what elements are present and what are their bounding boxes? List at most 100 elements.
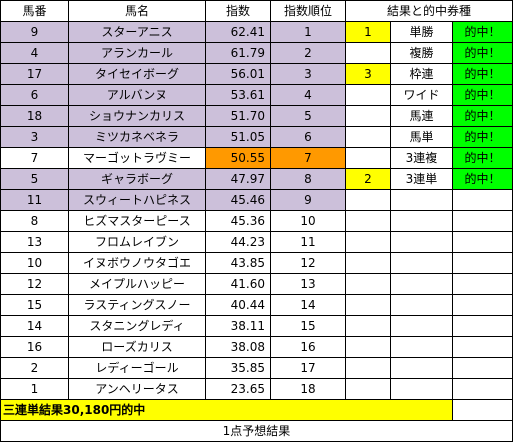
result-ticket-cell: 3連複 (390, 147, 453, 169)
result-hit-cell: 的中！ (452, 168, 513, 190)
result-place-cell (345, 231, 391, 253)
result-hit-cell (452, 357, 513, 379)
result-hit-cell (452, 210, 513, 232)
result-place-cell (345, 378, 391, 400)
index-cell: 35.85 (205, 357, 271, 379)
footer-label: 1点予想結果 (0, 420, 513, 442)
horse-name-cell: ギャラボーグ (68, 168, 206, 190)
result-hit-cell (452, 378, 513, 400)
result-place-cell (345, 126, 391, 148)
umaban-cell: 18 (0, 105, 69, 127)
horse-row: 3 ミツカネベネラ 51.05 6 馬単 的中！ (0, 126, 513, 148)
umaban-cell: 7 (0, 147, 69, 169)
horse-name-cell: スタニングレディ (68, 315, 206, 337)
umaban-cell: 1 (0, 378, 69, 400)
umaban-cell: 8 (0, 210, 69, 232)
umaban-cell: 3 (0, 126, 69, 148)
result-ticket-cell (390, 294, 453, 316)
result-ticket-cell: 単勝 (390, 21, 453, 43)
horse-row: 7 マーゴットラヴミー 50.55 7 3連複 的中！ (0, 147, 513, 169)
result-ticket-cell: 複勝 (390, 42, 453, 64)
result-ticket-cell (390, 252, 453, 274)
rank-cell: 15 (270, 315, 346, 337)
result-ticket-cell (390, 210, 453, 232)
result-hit-cell (452, 336, 513, 358)
horse-name-cell: タイセイボーグ (68, 63, 206, 85)
rank-cell: 5 (270, 105, 346, 127)
index-cell: 23.65 (205, 378, 271, 400)
index-cell: 40.44 (205, 294, 271, 316)
umaban-cell: 11 (0, 189, 69, 211)
rank-cell: 7 (270, 147, 346, 169)
rank-cell: 2 (270, 42, 346, 64)
payout-banner: 三連単結果30,180円的中 (0, 399, 453, 421)
result-place-cell: 2 (345, 168, 391, 190)
horse-name-cell: ショウナンカリス (68, 105, 206, 127)
umaban-cell: 4 (0, 42, 69, 64)
umaban-cell: 16 (0, 336, 69, 358)
horse-name-cell: ローズカリス (68, 336, 206, 358)
horse-name-cell: フロムレイブン (68, 231, 206, 253)
result-hit-cell: 的中！ (452, 42, 513, 64)
horse-row: 4 アランカール 61.79 2 複勝 的中！ (0, 42, 513, 64)
horse-row: 18 ショウナンカリス 51.70 5 馬連 的中！ (0, 105, 513, 127)
result-ticket-cell (390, 336, 453, 358)
result-ticket-cell (390, 231, 453, 253)
horse-name-cell: ラスティングスノー (68, 294, 206, 316)
result-hit-cell: 的中！ (452, 63, 513, 85)
umaban-cell: 14 (0, 315, 69, 337)
umaban-cell: 17 (0, 63, 69, 85)
horse-name-cell: レディーゴール (68, 357, 206, 379)
rank-cell: 4 (270, 84, 346, 106)
index-cell: 56.01 (205, 63, 271, 85)
rank-cell: 14 (270, 294, 346, 316)
horse-name-cell: スウィートハピネス (68, 189, 206, 211)
index-cell: 43.85 (205, 252, 271, 274)
rank-cell: 6 (270, 126, 346, 148)
index-cell: 50.55 (205, 147, 271, 169)
rank-cell: 13 (270, 273, 346, 295)
result-ticket-cell (390, 357, 453, 379)
result-place-cell (345, 42, 391, 64)
horse-name-cell: メイプルハッピー (68, 273, 206, 295)
horse-row: 2 レディーゴール 35.85 17 (0, 357, 513, 379)
index-cell: 62.41 (205, 21, 271, 43)
result-ticket-cell (390, 378, 453, 400)
result-place-cell (345, 84, 391, 106)
umaban-cell: 2 (0, 357, 69, 379)
index-cell: 41.60 (205, 273, 271, 295)
result-hit-cell (452, 231, 513, 253)
result-place-cell: 3 (345, 63, 391, 85)
rank-cell: 11 (270, 231, 346, 253)
umaban-cell: 15 (0, 294, 69, 316)
umaban-cell: 6 (0, 84, 69, 106)
rank-cell: 8 (270, 168, 346, 190)
footer-row: 1点予想結果 (0, 420, 513, 442)
result-ticket-cell (390, 189, 453, 211)
result-hit-cell (452, 252, 513, 274)
result-hit-cell: 的中！ (452, 21, 513, 43)
result-hit-cell (452, 315, 513, 337)
rank-cell: 9 (270, 189, 346, 211)
index-cell: 38.11 (205, 315, 271, 337)
rank-cell: 18 (270, 378, 346, 400)
result-hit-cell: 的中！ (452, 147, 513, 169)
horse-name-cell: マーゴットラヴミー (68, 147, 206, 169)
horse-row: 13 フロムレイブン 44.23 11 (0, 231, 513, 253)
horse-row: 17 タイセイボーグ 56.01 3 3 枠連 的中！ (0, 63, 513, 85)
result-hit-cell (452, 189, 513, 211)
rank-cell: 17 (270, 357, 346, 379)
result-place-cell (345, 252, 391, 274)
result-place-cell (345, 336, 391, 358)
result-hit-cell (452, 273, 513, 295)
horse-name-cell: イヌボウノウタゴエ (68, 252, 206, 274)
horse-name-cell: アランカール (68, 42, 206, 64)
header-juni: 指数順位 (270, 0, 346, 22)
header-shisu: 指数 (205, 0, 271, 22)
umaban-cell: 5 (0, 168, 69, 190)
result-place-cell: 1 (345, 21, 391, 43)
horse-row: 9 スターアニス 62.41 1 1 単勝 的中！ (0, 21, 513, 43)
header-row: 馬番 馬名 指数 指数順位 結果と的中券種 (0, 0, 513, 22)
